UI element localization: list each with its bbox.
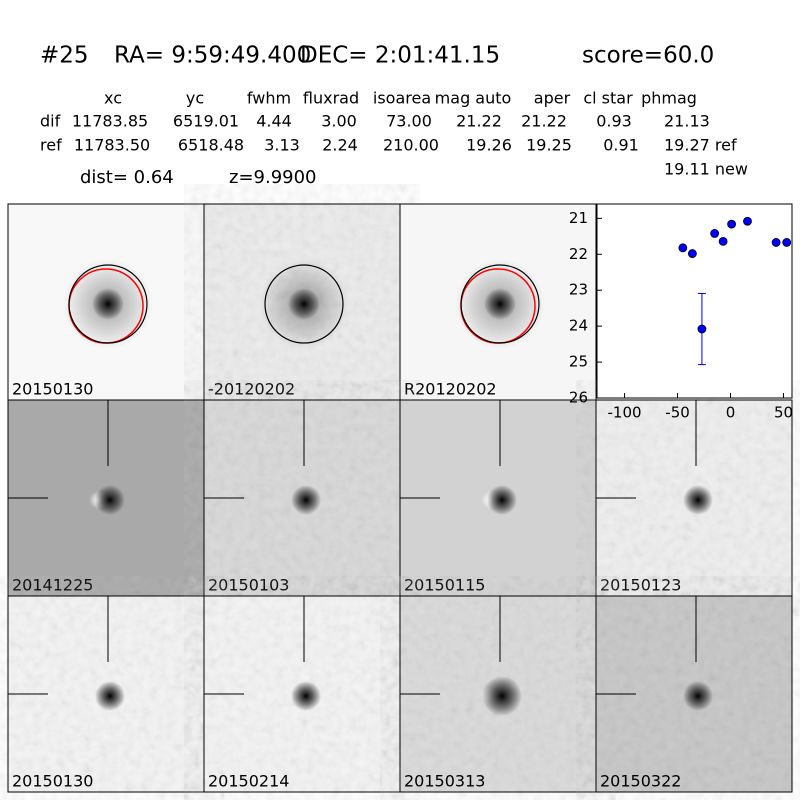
light-curve: 21 22 23 24 25 26 -100 -50 0 50 <box>569 203 793 422</box>
table-cell: 6519.01 <box>173 112 239 131</box>
redshift: z=9.9900 <box>229 167 317 188</box>
panel-label: 20150103 <box>208 576 289 595</box>
table-cell: 19.27 ref <box>664 136 737 155</box>
point <box>771 238 781 247</box>
column-header: yc <box>186 89 204 108</box>
table-cell: 73.00 <box>386 112 432 131</box>
point <box>743 216 752 226</box>
column-header: fluxrad <box>303 89 359 108</box>
table-cell: 6518.48 <box>178 136 244 155</box>
plot-frame <box>596 203 793 399</box>
aperture <box>68 264 148 344</box>
point <box>687 249 697 258</box>
row-label: dif <box>40 112 61 131</box>
table-cell: 2.24 <box>322 136 358 155</box>
table-cell: 21.22 <box>521 112 567 131</box>
point <box>710 229 720 238</box>
panel-label: 20150130 <box>12 380 93 399</box>
plot-bg <box>597 204 792 398</box>
source <box>288 288 320 320</box>
row-label: ref <box>40 136 62 155</box>
table-cell: 210.00 <box>383 136 439 155</box>
point <box>718 236 728 246</box>
x-tick-label: -50 <box>665 404 690 422</box>
column-header: cl star <box>583 89 633 108</box>
panel-label: 20150123 <box>600 576 681 595</box>
panel-label: 20150130 <box>12 772 93 791</box>
column-header: fwhm <box>247 89 291 108</box>
table-cell: 11783.85 <box>72 112 148 131</box>
table-cell: 21.22 <box>456 112 502 131</box>
panel-label: 20150313 <box>404 772 485 791</box>
new-mag: 19.11 new <box>664 160 748 179</box>
dec: DEC= 2:01:41.15 <box>300 43 500 69</box>
column-header: isoarea <box>373 89 431 108</box>
thumbnails: 20150130 -20120202 R20120202 20141225 201501… <box>7 203 793 793</box>
column-header: phmag <box>641 89 697 108</box>
table-cell: 3.13 <box>264 136 300 155</box>
source <box>95 681 125 711</box>
point <box>678 243 688 253</box>
y-tick-label: 22 <box>569 245 588 263</box>
table-cell: 3.00 <box>321 112 357 131</box>
table-cell: 4.44 <box>256 112 292 131</box>
table-cell: 19.26 <box>466 136 512 155</box>
y-tick-label: 21 <box>569 209 588 227</box>
dist: dist= 0.64 <box>80 167 174 188</box>
point <box>782 238 792 247</box>
source <box>291 485 321 515</box>
panel-label: 20150322 <box>600 772 681 791</box>
panel-label: 20141225 <box>12 576 93 595</box>
source <box>95 485 125 515</box>
column-header: mag auto <box>435 89 512 108</box>
point <box>727 219 736 229</box>
aperture <box>460 264 540 344</box>
source <box>291 681 321 711</box>
y-tick-label: 26 <box>569 389 588 407</box>
thumbnail-frame <box>595 595 793 793</box>
y-tick-label: 25 <box>569 353 588 371</box>
table-cell: 11783.50 <box>74 136 150 155</box>
column-header: aper <box>534 89 571 108</box>
table-cell: 0.91 <box>603 136 639 155</box>
panel-label: 20150115 <box>404 576 485 595</box>
ra: RA= 9:59:49.400 <box>114 43 311 69</box>
y-tick-label: 24 <box>569 317 588 335</box>
source <box>482 676 522 716</box>
source <box>487 485 517 515</box>
x-tick-label: 0 <box>726 404 736 422</box>
source <box>484 288 516 320</box>
table-cell: 0.93 <box>596 112 632 131</box>
x-tick-label: -100 <box>608 404 642 422</box>
panel-label: 20150214 <box>208 772 289 791</box>
y-tick-label: 23 <box>569 281 588 299</box>
source <box>92 288 124 320</box>
candidate-id: #25 <box>40 43 89 69</box>
score: score=60.0 <box>582 43 714 69</box>
table-cell: 19.25 <box>526 136 572 155</box>
panel-label: -20120202 <box>208 380 295 399</box>
table-cell: 21.13 <box>664 112 710 131</box>
point <box>697 324 707 334</box>
source <box>683 681 713 711</box>
panel-label: R20120202 <box>404 380 497 399</box>
x-tick-label: 50 <box>774 404 793 422</box>
source <box>683 485 713 515</box>
column-header: xc <box>104 89 122 108</box>
aperture <box>264 264 344 344</box>
